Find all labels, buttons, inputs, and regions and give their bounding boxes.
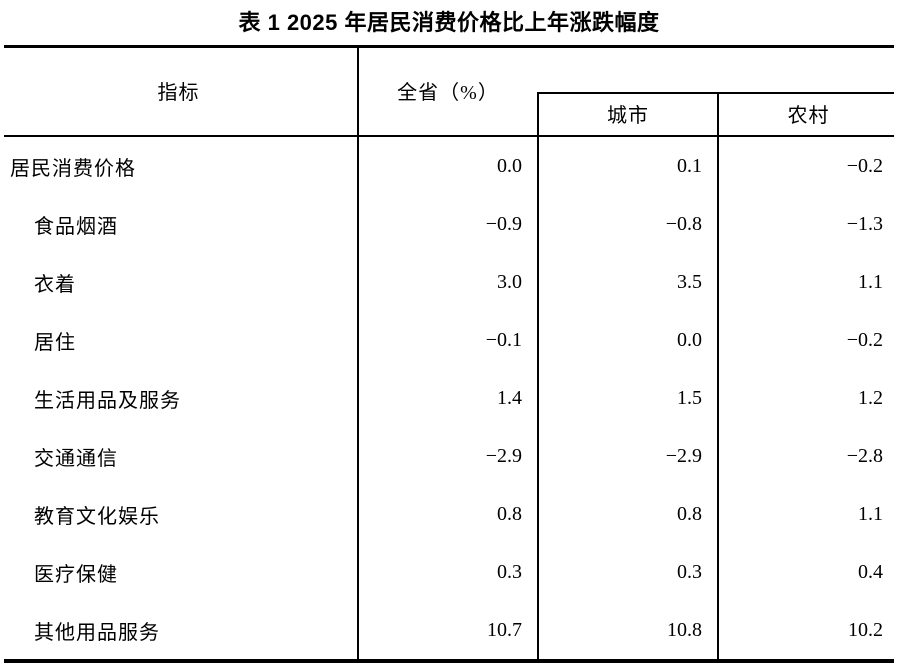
row-label: 教育文化娱乐 bbox=[34, 505, 160, 528]
row-label: 食品烟酒 bbox=[34, 215, 118, 238]
row-value-province: 3.0 bbox=[497, 270, 522, 293]
table-row: 食品烟酒 −0.9 −0.8 −1.3 bbox=[0, 195, 898, 253]
row-value-province: −0.1 bbox=[485, 328, 522, 351]
row-value-city: 10.8 bbox=[667, 618, 702, 641]
table-title: 表 1 2025 年居民消费价格比上年涨跌幅度 bbox=[238, 10, 660, 35]
row-label: 交通通信 bbox=[34, 447, 118, 470]
row-value-rural: 0.4 bbox=[858, 560, 883, 583]
table-row: 教育文化娱乐 0.8 0.8 1.1 bbox=[0, 485, 898, 543]
row-label: 其他用品服务 bbox=[34, 621, 160, 644]
row-value-province: −0.9 bbox=[485, 212, 522, 235]
row-value-rural: 1.2 bbox=[858, 386, 883, 409]
table-row: 其他用品服务 10.7 10.8 10.2 bbox=[0, 601, 898, 659]
row-value-city: 1.5 bbox=[677, 386, 702, 409]
table-top-border bbox=[4, 45, 894, 48]
row-value-city: −0.8 bbox=[665, 212, 702, 235]
table-row: 交通通信 −2.9 −2.9 −2.8 bbox=[0, 427, 898, 485]
row-value-province: 10.7 bbox=[487, 618, 522, 641]
column-divider-province bbox=[537, 92, 539, 663]
row-value-province: −2.9 bbox=[485, 444, 522, 467]
row-value-city: 0.0 bbox=[677, 328, 702, 351]
table-row: 衣着 3.0 3.5 1.1 bbox=[0, 253, 898, 311]
row-value-city: −2.9 bbox=[665, 444, 702, 467]
table-row: 居住 −0.1 0.0 −0.2 bbox=[0, 311, 898, 369]
row-value-rural: 10.2 bbox=[848, 618, 883, 641]
row-value-city: 0.8 bbox=[677, 502, 702, 525]
row-value-rural: −1.3 bbox=[846, 212, 883, 235]
row-value-rural: −0.2 bbox=[846, 328, 883, 351]
table-row: 居民消费价格 0.0 0.1 −0.2 bbox=[0, 137, 898, 195]
row-value-province: 0.0 bbox=[497, 154, 522, 177]
row-label: 居住 bbox=[34, 331, 76, 354]
table-row: 医疗保健 0.3 0.3 0.4 bbox=[0, 543, 898, 601]
row-label: 生活用品及服务 bbox=[34, 389, 181, 412]
row-label: 居民消费价格 bbox=[10, 157, 136, 180]
column-divider-indicator bbox=[357, 45, 359, 663]
row-value-province: 1.4 bbox=[497, 386, 522, 409]
price-table: 指标 全省（%） 城市 农村 居民消费价格 0.0 0.1 −0.2 食品烟酒 … bbox=[0, 45, 898, 663]
row-value-city: 3.5 bbox=[677, 270, 702, 293]
header-rural: 农村 bbox=[787, 105, 830, 127]
row-value-rural: 1.1 bbox=[858, 502, 883, 525]
row-label: 医疗保健 bbox=[34, 563, 118, 586]
column-divider-city-rural bbox=[717, 92, 719, 663]
row-value-city: 0.1 bbox=[677, 154, 702, 177]
row-value-city: 0.3 bbox=[677, 560, 702, 583]
row-value-rural: 1.1 bbox=[858, 270, 883, 293]
row-value-rural: −0.2 bbox=[846, 154, 883, 177]
row-value-province: 0.8 bbox=[497, 502, 522, 525]
table-body: 居民消费价格 0.0 0.1 −0.2 食品烟酒 −0.9 −0.8 −1.3 … bbox=[0, 137, 898, 659]
table-row: 生活用品及服务 1.4 1.5 1.2 bbox=[0, 369, 898, 427]
header-bottom-border bbox=[4, 135, 894, 137]
row-value-rural: −2.8 bbox=[846, 444, 883, 467]
subheader-top-border bbox=[538, 92, 894, 94]
header-indicator: 指标 bbox=[157, 81, 200, 104]
row-label: 衣着 bbox=[34, 273, 76, 296]
table-bottom-border bbox=[4, 659, 894, 663]
header-city: 城市 bbox=[607, 105, 649, 127]
header-province-percent: 全省（%） bbox=[397, 81, 499, 104]
row-value-province: 0.3 bbox=[497, 560, 522, 583]
